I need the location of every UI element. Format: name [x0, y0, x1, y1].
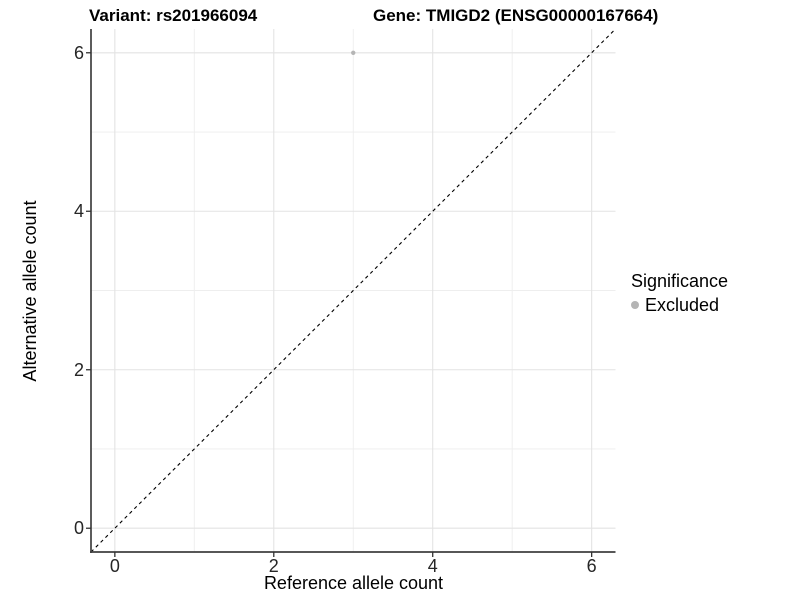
y-tick-label: 4 [73, 201, 84, 222]
data-point-excluded [351, 50, 356, 55]
x-tick-label: 0 [109, 556, 120, 576]
legend-point-icon [631, 301, 639, 309]
x-tick-label: 2 [268, 556, 279, 576]
legend-item-label: Excluded [645, 295, 720, 315]
x-tick-label: 4 [427, 556, 438, 576]
x-tick-label: 6 [586, 556, 597, 576]
plot-title-gene: Gene: TMIGD2 (ENSG00000167664) [373, 6, 659, 25]
legend-title: Significance [631, 271, 729, 291]
identity-reference-line [90, 28, 616, 553]
y-axis-title: Alternative allele count [20, 200, 40, 382]
plot-title-variant: Variant: rs201966094 [89, 6, 258, 25]
legend-item-excluded: Excluded [631, 295, 728, 315]
legend: Significance Excluded [631, 271, 728, 315]
y-tick-label: 2 [73, 359, 84, 380]
x-axis-title: Reference allele count [263, 573, 444, 593]
y-tick-label: 6 [73, 42, 84, 63]
y-tick-label: 0 [73, 518, 84, 539]
